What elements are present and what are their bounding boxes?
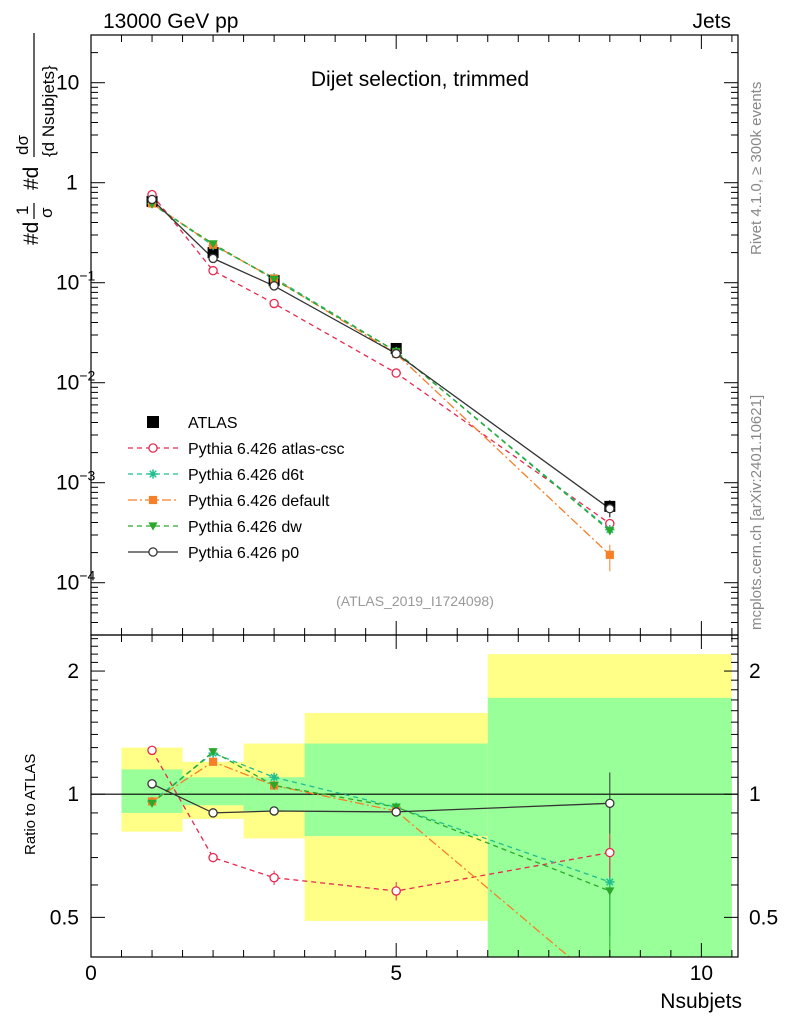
ratio-point-pythia-6-426-dw-1 — [208, 748, 218, 757]
ratio-point-pythia-6-426-atlas-csc-0 — [147, 745, 157, 756]
green-band-3 — [304, 743, 488, 837]
main-y-tick-label-3: 10−1 — [56, 268, 96, 295]
legend-marker-pythia-6-426-d6t — [148, 469, 158, 479]
tick-labels: 10−4 10−3 10−2 10−1 1 10 0.5 0.5 1 1 2 2 0 5 10 — [50, 72, 778, 985]
ratio-y-tick-label-2: 2 — [67, 660, 79, 683]
main-line-pythia-6-426-dw — [151, 203, 611, 532]
main-y-tick-label-4: 1 — [66, 172, 78, 195]
legend-marker-pythia-6-426-p0 — [148, 547, 158, 557]
ratio-y-tick-label-right-1: 1 — [749, 783, 761, 806]
atlas-data-point-1 — [207, 247, 219, 259]
legend-label-pythia-6-426-default: Pythia 6.426 default — [188, 493, 330, 510]
source-label: mcplots.cern.ch [arXiv:2401.10621] — [748, 395, 765, 630]
y-axis-label-hash-d-1: #d — [20, 222, 43, 245]
ratio-point-pythia-6-426-p0-2 — [269, 806, 279, 816]
ratio-point-pythia-6-426-atlas-csc-2 — [269, 872, 279, 883]
main-y-axis-label: #d 1 σ #d dσ {d Nsubjets} — [13, 33, 58, 245]
rivet-version-label: Rivet 4.1.0, ≥ 300k events — [748, 82, 765, 255]
y-axis-label-sigma: σ — [37, 207, 56, 218]
legend-marker-pythia-6-426-default — [148, 495, 158, 505]
x-tick-label-2: 10 — [690, 962, 713, 985]
x-axis-label: Nsubjets — [660, 990, 742, 1013]
beam-energy-label: 13000 GeV pp — [103, 10, 238, 33]
ratio-point-pythia-6-426-dw-4 — [605, 887, 615, 896]
data-markers — [146, 189, 616, 896]
main-point-pythia-6-426-atlas-csc-2 — [269, 298, 279, 309]
legend-label-pythia-6-426-p0: Pythia 6.426 p0 — [188, 545, 299, 562]
ratio-point-pythia-6-426-atlas-csc-4 — [605, 847, 615, 858]
ratio-y-tick-label-1: 1 — [67, 783, 79, 806]
green-band-1 — [182, 777, 244, 806]
ratio-point-pythia-6-426-p0-0 — [147, 779, 157, 789]
main-point-pythia-6-426-p0-3 — [391, 348, 401, 359]
main-point-pythia-6-426-p0-1 — [208, 253, 218, 264]
y-axis-label-hash-d-2: #d — [20, 167, 43, 190]
legend-label-pythia-6-426-d6t: Pythia 6.426 d6t — [188, 467, 304, 484]
ratio-point-pythia-6-426-p0-1 — [208, 808, 218, 818]
ratio-y-tick-label-0: 0.5 — [50, 906, 79, 929]
legend-marker-atlas — [147, 416, 159, 428]
legend-marker-pythia-6-426-dw — [148, 522, 158, 531]
legend-marker-pythia-6-426-atlas-csc — [148, 443, 158, 453]
ratio-y-axis-label: Ratio to ATLAS — [22, 754, 39, 855]
ratio-point-pythia-6-426-atlas-csc-3 — [391, 886, 401, 896]
axis-ticks — [90, 34, 738, 958]
main-line-pythia-6-426-p0 — [151, 199, 611, 510]
ratio-y-tick-label-right-2: 2 — [749, 660, 761, 683]
main-point-pythia-6-426-atlas-csc-1 — [208, 265, 218, 276]
main-point-pythia-6-426-p0-0 — [147, 194, 157, 205]
legend: ATLAS Pythia 6.426 atlas-csc Pythia 6.426 … — [128, 415, 345, 562]
main-y-tick-label-2: 10−2 — [56, 368, 96, 395]
main-point-pythia-6-426-atlas-csc-3 — [391, 368, 401, 378]
ratio-line-pythia-6-426-atlas-csc — [151, 749, 610, 892]
main-point-pythia-6-426-dw-2 — [269, 275, 279, 284]
main-line-pythia-6-426-d6t — [151, 202, 611, 531]
ratio-point-pythia-6-426-dw-2 — [269, 781, 279, 791]
ratio-y-tick-label-right-0: 0.5 — [749, 906, 778, 929]
legend-label-pythia-6-426-atlas-csc: Pythia 6.426 atlas-csc — [188, 441, 345, 458]
main-y-tick-label-5: 10 — [56, 72, 79, 95]
main-y-tick-label-1: 10−3 — [56, 468, 96, 495]
plot-subtitle: Dijet selection, trimmed — [311, 68, 529, 91]
ratio-point-pythia-6-426-default-1 — [208, 757, 218, 766]
x-tick-label-0: 0 — [85, 962, 97, 985]
main-point-pythia-6-426-dw-4 — [605, 527, 615, 536]
y-axis-label-dsigma: dσ — [13, 135, 32, 155]
ratio-point-pythia-6-426-dw-0 — [147, 799, 157, 808]
ratio-point-pythia-6-426-p0-4 — [605, 798, 615, 809]
legend-label-pythia-6-426-dw: Pythia 6.426 dw — [188, 519, 302, 536]
process-label: Jets — [692, 10, 731, 33]
main-point-pythia-6-426-dw-1 — [208, 240, 218, 249]
ratio-uncertainty-bands — [121, 654, 732, 957]
main-point-pythia-6-426-p0-4 — [605, 503, 615, 514]
ratio-point-pythia-6-426-atlas-csc-1 — [208, 852, 218, 863]
y-axis-label-one: 1 — [13, 206, 32, 215]
main-y-tick-label-0: 10−4 — [56, 568, 96, 595]
ratio-line-pythia-6-426-d6t — [151, 752, 611, 883]
legend-label-atlas: ATLAS — [188, 415, 238, 432]
main-point-pythia-6-426-p0-2 — [269, 281, 279, 291]
ratio-point-pythia-6-426-d6t-4 — [605, 877, 615, 887]
ratio-point-pythia-6-426-p0-3 — [391, 807, 401, 817]
y-axis-label-denominator: {d Nsubjets} — [39, 65, 58, 157]
x-tick-label-1: 5 — [390, 962, 402, 985]
ratio-plot-frame — [90, 634, 739, 958]
main-point-pythia-6-426-default-4 — [605, 550, 614, 559]
ratio-point-pythia-6-426-d6t-2 — [269, 772, 279, 782]
analysis-id: (ATLAS_2019_I1724098) — [336, 593, 494, 609]
